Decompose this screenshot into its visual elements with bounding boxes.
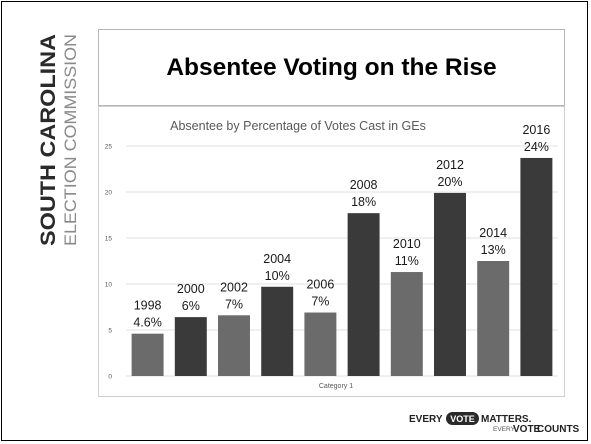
y-tick-label: 5 [108,328,112,335]
y-tick-label: 15 [105,236,113,243]
bar-category-label: 2008 [350,178,378,192]
brand-logo-svg: SOUTH CAROLINA ELECTION COMMISSION [37,34,80,246]
bar-2016 [520,157,553,376]
data-labels: 1998 4.6% 2000 6% 2002 7% 2004 10% 2006 7% 2008 18%… [133,123,550,330]
y-axis-ticks: 0 5 10 15 20 25 [105,144,113,381]
bars [131,157,553,376]
logo-every: EVERY [409,414,443,425]
bar-2006 [304,312,337,376]
bar-category-label: 2016 [522,123,550,137]
bar-2004 [261,286,294,376]
bar-2010 [390,272,423,376]
bar-value-label: 13% [481,243,506,257]
y-tick-label: 25 [105,144,113,151]
chart-title: Absentee by Percentage of Votes Cast in … [170,119,426,133]
bar-value-label: 18% [351,195,376,209]
logo-every-2: EVERY [493,426,516,433]
bar-category-label: 2000 [177,282,205,296]
bar-category-label: 2014 [479,226,507,240]
y-tick-label: 10 [105,282,113,289]
footer-logo: EVERY VOTE MATTERS. EVERY VOTE COUNTS. [409,410,582,436]
bar-2002 [218,315,250,376]
bar-value-label: 10% [265,269,290,283]
logo-matters: MATTERS. [481,414,532,425]
y-tick-label: 20 [105,190,113,197]
bar-value-label: 24% [524,140,549,154]
bar-category-label: 1998 [134,299,162,313]
brand-logo: SOUTH CAROLINA ELECTION COMMISSION [35,32,87,247]
bar-value-label: 6% [182,299,200,313]
bar-value-label: 4.6% [133,316,162,330]
logo-vote: VOTE [450,414,475,424]
bar-2014 [477,261,510,376]
bar-1998 [131,333,164,376]
bar-value-label: 7% [311,295,329,309]
bar-category-label: 2010 [393,237,421,251]
bar-category-label: 2012 [436,158,464,172]
bar-value-label: 11% [395,254,419,268]
logo-counts: COUNTS. [537,424,579,435]
title-box: Absentee Voting on the Rise [98,29,565,106]
bar-value-label: 7% [225,297,243,311]
bar-category-label: 2002 [220,280,248,294]
y-tick-label: 0 [108,374,112,381]
brand-agency: ELECTION COMMISSION [61,34,80,246]
bar-value-label: 20% [437,175,462,189]
logo-vote-2: VOTE [513,424,541,435]
bar-2012 [434,192,466,376]
every-vote-matters-logo: EVERY VOTE MATTERS. EVERY VOTE COUNTS. [409,412,582,435]
slide-title: Absentee Voting on the Rise [166,53,497,81]
x-axis-label: Category 1 [319,383,353,390]
bar-2000 [174,317,207,376]
bar-category-label: 2006 [306,278,334,292]
bar-2008 [347,213,380,376]
logo-vote-pill [446,412,479,425]
bar-category-label: 2004 [263,252,291,266]
bar-chart: Absentee by Percentage of Votes Cast in … [105,119,558,390]
brand-state: SOUTH CAROLINA [37,34,60,246]
